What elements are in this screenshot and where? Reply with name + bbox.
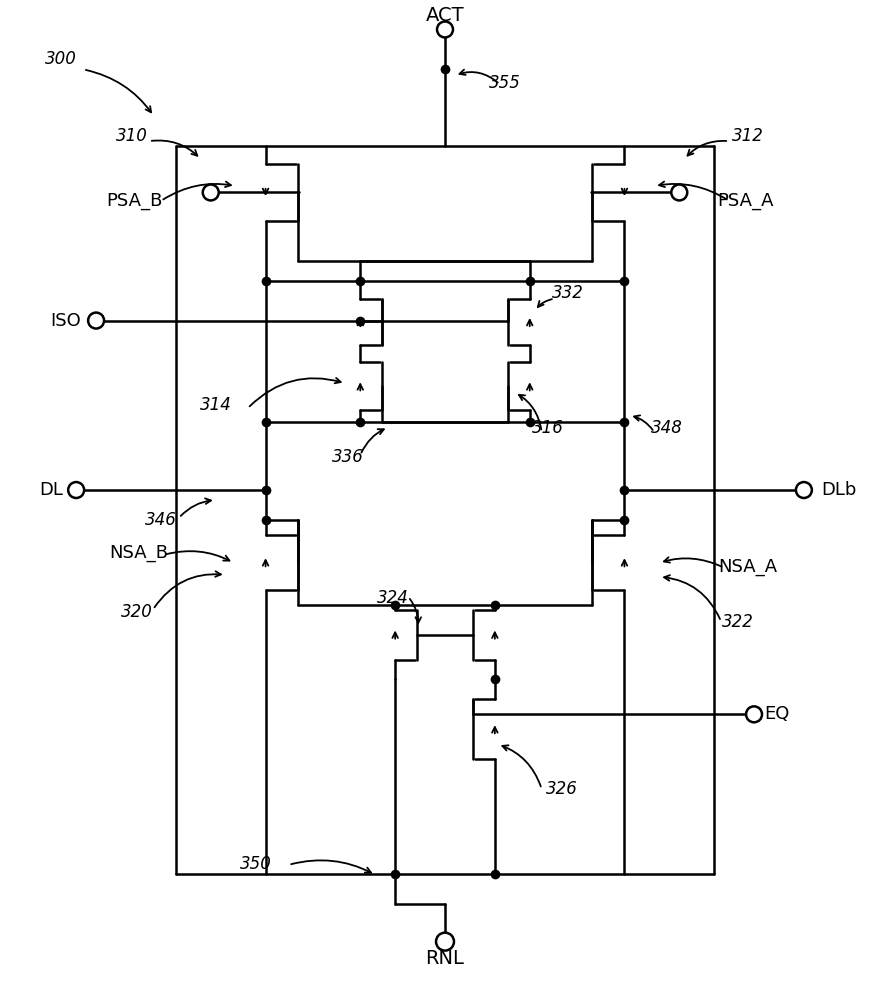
Circle shape xyxy=(203,184,219,200)
Text: 322: 322 xyxy=(722,613,754,631)
Text: EQ: EQ xyxy=(764,705,789,723)
Text: ACT: ACT xyxy=(425,6,465,25)
Text: 350: 350 xyxy=(239,855,271,873)
Text: 310: 310 xyxy=(116,127,148,145)
Text: 316: 316 xyxy=(531,419,563,437)
Text: NSA_B: NSA_B xyxy=(109,544,168,562)
Circle shape xyxy=(746,706,762,722)
Text: 326: 326 xyxy=(546,780,578,798)
Text: 300: 300 xyxy=(45,50,77,68)
Text: NSA_A: NSA_A xyxy=(718,558,777,576)
Text: 314: 314 xyxy=(199,396,231,414)
Text: 324: 324 xyxy=(377,589,409,607)
Circle shape xyxy=(88,313,104,329)
Circle shape xyxy=(671,184,687,200)
Circle shape xyxy=(436,933,454,951)
Text: 312: 312 xyxy=(732,127,764,145)
Text: DLb: DLb xyxy=(821,481,856,499)
Text: ISO: ISO xyxy=(51,312,81,330)
Text: 346: 346 xyxy=(145,511,177,529)
Circle shape xyxy=(69,482,85,498)
Text: RNL: RNL xyxy=(425,949,465,968)
Text: 348: 348 xyxy=(651,419,684,437)
Text: 320: 320 xyxy=(121,603,153,621)
Text: 332: 332 xyxy=(552,284,584,302)
Text: 336: 336 xyxy=(332,448,364,466)
Text: DL: DL xyxy=(39,481,63,499)
Text: PSA_B: PSA_B xyxy=(106,192,163,210)
Text: 355: 355 xyxy=(489,74,521,92)
Text: PSA_A: PSA_A xyxy=(717,192,774,210)
Circle shape xyxy=(796,482,812,498)
Circle shape xyxy=(437,21,453,37)
